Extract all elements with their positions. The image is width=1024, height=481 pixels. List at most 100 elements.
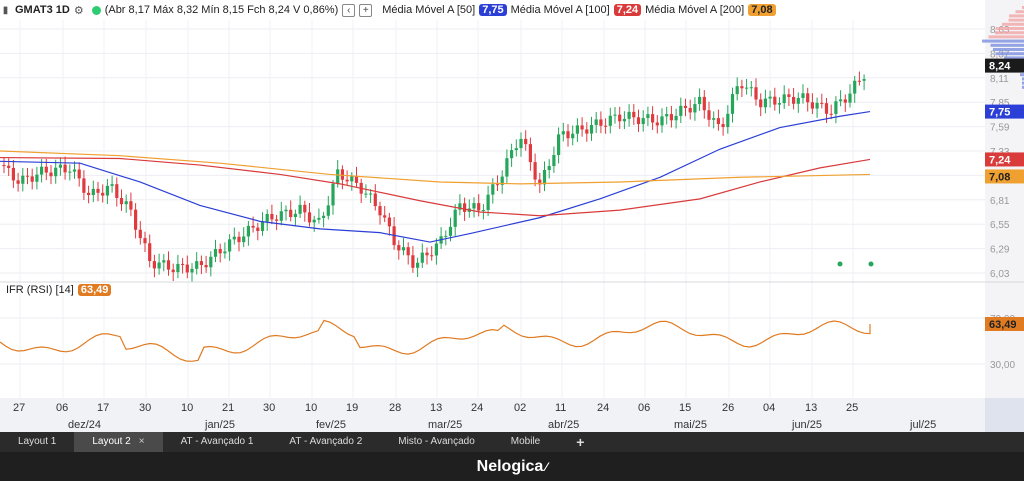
candle-body: [622, 118, 626, 122]
candle-body: [242, 236, 246, 243]
volume-profile-bar: [1022, 85, 1024, 89]
candle-body: [101, 192, 105, 196]
candle-body: [740, 86, 744, 89]
volume-profile-bar: [1015, 10, 1024, 14]
ohlc-readout: (Abr 8,17 Máx 8,32 Mín 8,15 Fch 8,24 V 0…: [104, 4, 339, 16]
candle-body: [293, 213, 297, 218]
ma100-line: [0, 156, 871, 217]
candle-body: [716, 118, 720, 125]
ma200-line: [0, 150, 871, 185]
price-tick-label: 6,55: [990, 220, 1010, 231]
ma100-label: Média Móvel A [100]: [510, 4, 610, 16]
candle-body: [759, 99, 763, 108]
rsi-tick-label: 30,00: [990, 360, 1015, 371]
candle-body: [260, 221, 265, 231]
candle-body: [110, 184, 114, 186]
candle-body: [477, 203, 481, 211]
tab-label: Mobile: [510, 436, 541, 447]
tab-mobile[interactable]: Mobile: [493, 432, 558, 452]
tab-label: AT - Avançado 1: [180, 436, 254, 447]
candle-body: [16, 180, 20, 184]
symbol-label[interactable]: GMAT3 1D: [15, 4, 70, 16]
candle-body: [354, 176, 359, 183]
tab-at-avancado-2[interactable]: AT - Avançado 2: [271, 432, 380, 452]
candle-body: [115, 184, 119, 198]
add-tab-button[interactable]: +: [558, 432, 602, 452]
candle-body: [763, 98, 767, 108]
candle-body: [425, 252, 429, 256]
candle-body: [843, 99, 847, 103]
candle-body: [810, 102, 814, 109]
candle-body: [7, 165, 11, 168]
candle-body: [589, 124, 594, 134]
candle-body: [608, 115, 612, 126]
price-tick-label: 6,81: [990, 196, 1010, 207]
candle-body: [373, 193, 377, 207]
candle-body: [839, 99, 843, 102]
close-icon[interactable]: ×: [138, 436, 145, 447]
candle-body: [481, 209, 485, 211]
signal-dot: [837, 261, 843, 267]
candle-body: [105, 185, 109, 196]
volume-profile-bar: [1009, 14, 1024, 18]
candle-body: [11, 167, 15, 181]
ma50-tag: [985, 104, 1024, 119]
candle-body: [857, 80, 861, 82]
candle-body: [2, 165, 6, 167]
volume-profile-bar: [993, 48, 1024, 51]
candle-body: [669, 114, 673, 121]
candle-body: [815, 102, 819, 109]
candle-body: [298, 204, 302, 214]
day-tick-label: 25: [846, 402, 858, 414]
candle-body: [307, 212, 312, 223]
settings-icon[interactable]: ⚙: [73, 4, 84, 17]
tab-misto-avancado[interactable]: Misto - Avançado: [380, 432, 493, 452]
day-tick-label: 13: [805, 402, 817, 414]
day-tick-label: 10: [305, 402, 317, 414]
candle-body: [735, 86, 739, 95]
candle-body: [411, 255, 415, 268]
volume-profile-bar: [1008, 18, 1024, 22]
day-tick-label: 02: [514, 402, 526, 414]
candle-body: [87, 192, 91, 196]
last-price-tag-text: 8,24: [989, 61, 1011, 73]
add-indicator-icon[interactable]: +: [359, 3, 373, 17]
rsi-value-tag: [985, 317, 1024, 331]
day-tick-label: 06: [638, 402, 650, 414]
candle-body: [350, 176, 354, 182]
day-tick-label: 10: [181, 402, 193, 414]
candle-body: [416, 262, 420, 268]
month-tick-label: mar/25: [428, 419, 462, 431]
candle-body: [613, 114, 617, 116]
candle-body: [21, 175, 25, 184]
candle-body: [792, 96, 796, 104]
candle-body: [444, 235, 448, 237]
volume-profile-bar: [990, 43, 1024, 47]
candle-body: [369, 193, 373, 195]
collapse-icon[interactable]: ‹: [342, 3, 356, 17]
candle-body: [166, 260, 171, 270]
candle-body: [491, 184, 495, 195]
layout-tabs: Layout 1 Layout 2 × AT - Avançado 1 AT - …: [0, 432, 1024, 452]
tab-at-avancado-1[interactable]: AT - Avançado 1: [163, 432, 272, 452]
price-tick-label: 6,29: [990, 245, 1010, 256]
candle-body: [486, 194, 490, 210]
candle-body: [796, 98, 800, 104]
candle-body: [495, 184, 500, 186]
tab-layout-2[interactable]: Layout 2 ×: [74, 432, 163, 452]
candle-body: [378, 206, 382, 216]
candle-body: [246, 225, 250, 237]
price-chart[interactable]: 8,638,378,117,857,597,337,076,816,556,29…: [0, 0, 1024, 432]
candle-body: [228, 239, 232, 252]
volume-profile-bar: [1022, 77, 1024, 81]
candle-body: [448, 226, 453, 236]
candle-body: [848, 93, 852, 103]
price-tick-label: 8,63: [990, 25, 1010, 36]
rsi-value: 63,49: [77, 284, 112, 296]
chart-icon[interactable]: ▮: [2, 4, 9, 16]
candle-body: [143, 238, 147, 244]
rsi-line: [0, 319, 871, 362]
tab-layout-1[interactable]: Layout 1: [0, 432, 74, 452]
rsi-header: IFR (RSI) [14] 63,49: [6, 284, 112, 296]
candle-body: [500, 176, 504, 185]
